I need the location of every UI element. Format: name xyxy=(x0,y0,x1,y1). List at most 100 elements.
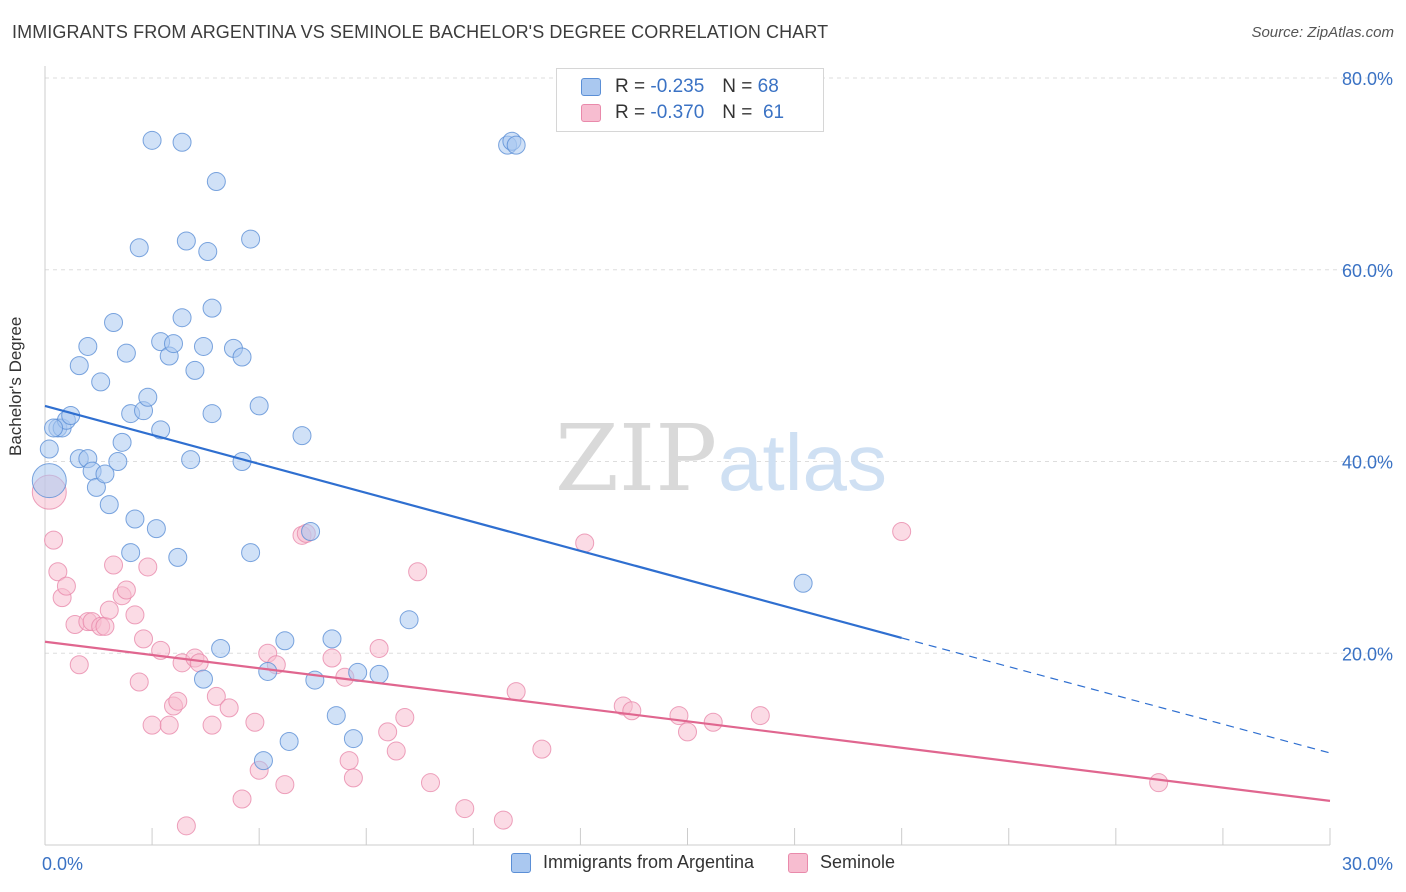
argentina-point xyxy=(142,130,162,150)
argentina-point xyxy=(86,477,106,497)
seminole-point xyxy=(532,739,552,759)
x-tick-label: 0.0% xyxy=(42,854,83,874)
legend-row-argentina: R = -0.235 N = 68 xyxy=(581,75,779,99)
argentina-trend-line xyxy=(44,404,902,639)
seminole-point xyxy=(104,555,124,575)
argentina-point xyxy=(95,464,115,484)
seminole-point xyxy=(206,686,226,706)
seminole-point xyxy=(116,580,136,600)
legend-n-value: 68 xyxy=(757,76,779,97)
argentina-point xyxy=(121,543,141,563)
seminole-point xyxy=(408,562,428,582)
argentina-point xyxy=(31,463,67,499)
trend-lines xyxy=(44,404,1331,802)
argentina-point xyxy=(326,706,346,726)
argentina-point xyxy=(206,172,226,192)
argentina-point xyxy=(104,312,124,332)
argentina-point xyxy=(232,347,252,367)
argentina-points xyxy=(31,130,813,771)
seminole-point xyxy=(506,682,526,702)
seminole-point xyxy=(48,562,68,582)
argentina-point xyxy=(39,439,59,459)
legend-swatch-pink xyxy=(581,104,601,122)
seminole-point xyxy=(892,521,912,541)
argentina-point xyxy=(343,729,363,749)
seminole-point xyxy=(395,707,415,727)
legend-r-label: R = xyxy=(615,76,646,97)
argentina-point xyxy=(202,404,222,424)
seminole-trend-line xyxy=(44,640,1331,802)
argentina-point xyxy=(112,432,132,452)
watermark-atlas: atlas xyxy=(718,418,887,507)
legend-label-argentina: Immigrants from Argentina xyxy=(542,852,755,872)
seminole-point xyxy=(99,600,119,620)
argentina-point xyxy=(253,751,273,771)
argentina-point xyxy=(185,360,205,380)
argentina-point xyxy=(69,356,89,376)
grid-lines xyxy=(45,77,1392,654)
argentina-point xyxy=(506,135,526,155)
argentina-point xyxy=(322,629,342,649)
seminole-point xyxy=(232,789,252,809)
argentina-point xyxy=(198,242,218,262)
legend-item-seminole[interactable]: Seminole xyxy=(788,852,895,873)
seminole-point xyxy=(275,775,295,795)
legend-swatch-blue xyxy=(581,78,601,96)
seminole-point xyxy=(129,672,149,692)
legend-swatch-pink xyxy=(788,852,809,873)
argentina-point xyxy=(146,519,166,539)
argentina-point xyxy=(138,387,158,407)
seminole-point xyxy=(343,768,363,788)
argentina-point xyxy=(292,426,312,446)
seminole-point xyxy=(125,605,145,625)
argentina-point xyxy=(99,495,119,515)
seminole-point xyxy=(455,799,475,819)
seminole-point xyxy=(56,576,76,596)
seminole-point xyxy=(378,722,398,742)
argentina-point xyxy=(399,610,419,630)
legend-n-value: 61 xyxy=(762,102,785,123)
legend-item-argentina[interactable]: Immigrants from Argentina xyxy=(510,852,755,873)
argentina-point xyxy=(193,336,213,356)
argentina-point xyxy=(249,396,269,416)
argentina-trend-extension xyxy=(901,637,1331,754)
legend-n-label: N = xyxy=(722,76,753,97)
argentina-point xyxy=(176,231,196,251)
argentina-point xyxy=(172,132,192,152)
argentina-point xyxy=(275,631,295,651)
argentina-point xyxy=(202,298,222,318)
seminole-point xyxy=(159,715,179,735)
legend-row-seminole: R = -0.370 N = 61 xyxy=(581,101,784,125)
legend-n-label: N = xyxy=(722,102,753,123)
argentina-point xyxy=(193,669,213,689)
seminole-points xyxy=(31,474,1169,836)
argentina-point xyxy=(78,336,98,356)
seminole-point xyxy=(69,655,89,675)
argentina-point xyxy=(181,450,201,470)
y-tick-label: 60.0% xyxy=(1342,261,1393,281)
seminole-point xyxy=(678,722,697,742)
seminole-point xyxy=(202,715,222,735)
seminole-point xyxy=(138,557,158,577)
argentina-point xyxy=(108,452,128,471)
argentina-point xyxy=(164,334,183,354)
seminole-point xyxy=(421,773,440,793)
seminole-point xyxy=(95,616,115,636)
argentina-point xyxy=(369,664,389,684)
argentina-point xyxy=(793,573,813,593)
argentina-point xyxy=(241,543,261,563)
argentina-point xyxy=(91,372,111,392)
argentina-point xyxy=(241,229,261,249)
tick-labels: 20.0% 40.0% 60.0% 80.0% 0.0% 30.0% xyxy=(42,69,1393,874)
argentina-point xyxy=(168,547,188,567)
seminole-point xyxy=(750,706,770,726)
seminole-point xyxy=(142,715,162,735)
argentina-point xyxy=(129,238,149,258)
seminole-point xyxy=(1149,773,1169,793)
seminole-point xyxy=(176,816,196,836)
seminole-point xyxy=(219,698,239,718)
legend-label-seminole: Seminole xyxy=(820,852,896,872)
seminole-point xyxy=(339,751,359,771)
seminole-point xyxy=(386,741,406,761)
y-tick-label: 40.0% xyxy=(1342,453,1393,473)
